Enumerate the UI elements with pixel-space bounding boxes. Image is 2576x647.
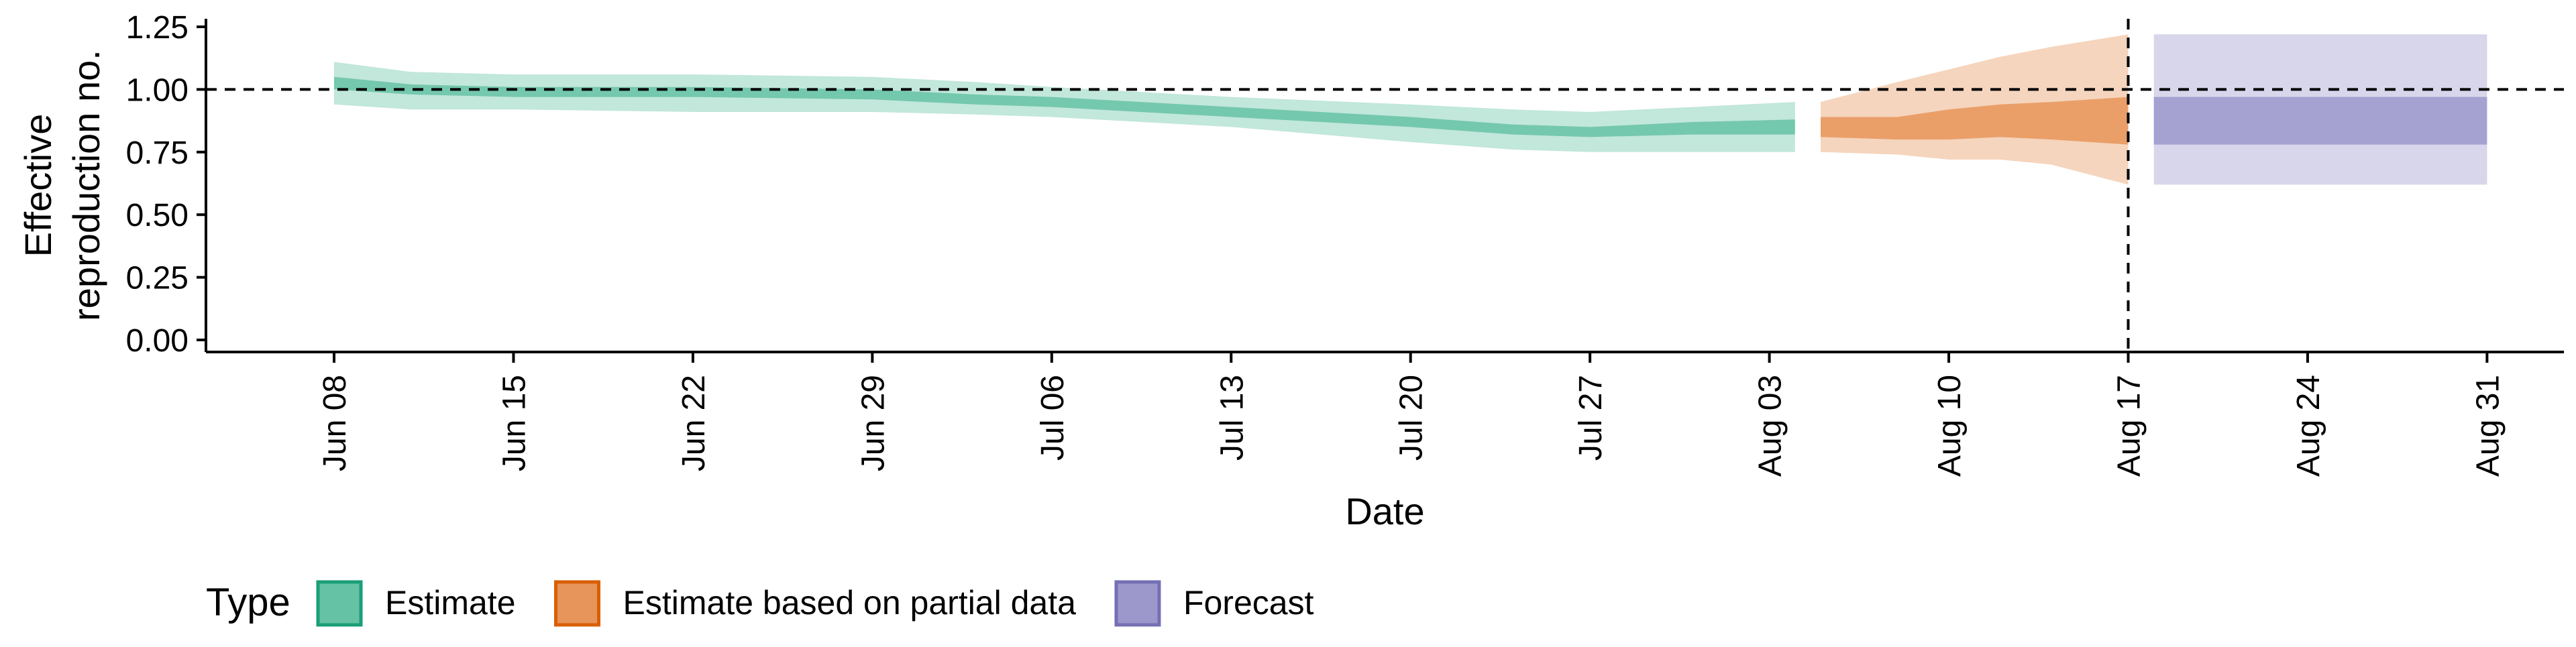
- legend-title: Type: [206, 581, 290, 624]
- y-tick-label: 1.25: [126, 10, 189, 46]
- x-tick-label: Aug 24: [2291, 375, 2326, 477]
- x-tick-label: Jun 29: [855, 375, 891, 471]
- x-tick-label: Aug 17: [2111, 375, 2147, 477]
- x-tick-label: Jul 20: [1394, 375, 1430, 461]
- x-tick-label: Aug 31: [2470, 375, 2506, 477]
- x-tick-label: Jun 08: [317, 375, 353, 471]
- legend-key-forecast: [1114, 580, 1161, 627]
- band-50-estimate-based-on-partial-data: [1821, 97, 2129, 145]
- y-tick-label: 0.25: [126, 261, 189, 296]
- bands-layer: [334, 34, 2487, 185]
- y-axis-title-line: reproduction no.: [65, 50, 107, 321]
- x-tick-label: Aug 03: [1753, 375, 1788, 477]
- x-axis-title: Date: [1345, 490, 1424, 532]
- x-tick-label: Jul 13: [1214, 375, 1250, 461]
- band-50-forecast: [2153, 97, 2487, 145]
- x-tick-label: Jul 27: [1573, 375, 1609, 461]
- legend-label-forecast: Forecast: [1183, 584, 1314, 622]
- x-tick-label: Jun 22: [676, 375, 712, 471]
- legend: Type Estimate Estimate based on partial da…: [206, 580, 1314, 627]
- y-tick-label: 1.00: [126, 72, 189, 108]
- x-tick-label: Jun 15: [496, 375, 532, 471]
- y-tick-label: 0.50: [126, 198, 189, 233]
- band-50-estimate: [334, 76, 1795, 137]
- legend-key-estimate: [316, 580, 363, 627]
- legend-label-estimate: Estimate: [385, 584, 516, 622]
- x-tick-label: Aug 10: [1932, 375, 1968, 477]
- legend-key-estimate-based-on-partial-data: [554, 580, 601, 627]
- legend-label-estimate-based-on-partial-data: Estimate based on partial data: [623, 584, 1077, 622]
- y-tick-label: 0.75: [126, 135, 189, 171]
- y-tick-label: 0.00: [126, 323, 189, 359]
- y-axis-title-line: Effective: [17, 114, 59, 257]
- axes: 0.00 0.25 0.50 0.75 1.00 1.25 Jun 08 Jun 15 Jun …: [17, 10, 2564, 532]
- x-tick-label: Jul 06: [1035, 375, 1071, 461]
